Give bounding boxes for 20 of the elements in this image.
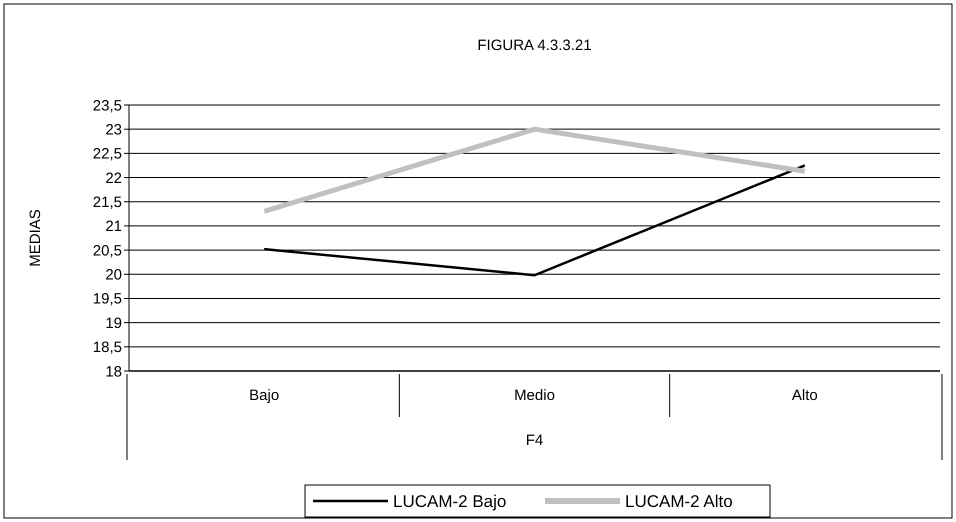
y-tick-label: 21 (105, 218, 122, 236)
y-tick-label: 22 (105, 170, 122, 187)
y-tick-label: 23 (105, 121, 122, 138)
y-tick-label: 18,5 (92, 339, 122, 356)
y-tick-label: 23,5 (92, 97, 122, 114)
y-tick-label: 18 (105, 363, 122, 380)
y-tick-label: 22,5 (92, 146, 122, 163)
y-tick-label: 19 (105, 314, 122, 332)
x-axis-title: F4 (526, 432, 544, 449)
y-axis-title: MEDIAS (27, 209, 44, 267)
y-tick-label: 20,5 (92, 242, 122, 260)
x-tick-label: Medio (514, 387, 555, 404)
y-tick-label: 20 (105, 266, 122, 284)
legend-label: LUCAM-2 Alto (625, 492, 733, 511)
x-tick-label: Alto (792, 387, 818, 404)
y-tick-label: 19,5 (92, 290, 122, 308)
legend-label: LUCAM-2 Bajo (393, 492, 506, 511)
y-tick-label: 21,5 (92, 194, 122, 211)
chart-title: FIGURA 4.3.3.21 (477, 37, 592, 54)
x-tick-label: Bajo (249, 387, 280, 404)
